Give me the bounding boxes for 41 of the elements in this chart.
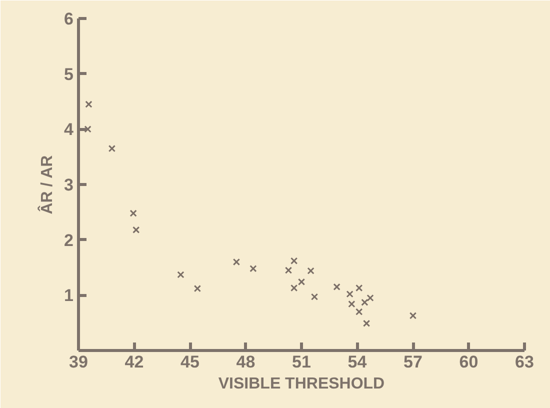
- point: [356, 284, 363, 292]
- y-tick-label: 1: [64, 286, 74, 306]
- x-tick-label: 63: [515, 352, 534, 372]
- y-axis-title: ÂR / AR: [37, 154, 56, 214]
- point: [132, 226, 140, 234]
- point: [366, 294, 374, 302]
- point: [298, 278, 306, 286]
- point: [177, 271, 184, 278]
- point: [85, 100, 92, 108]
- x-tick-label: 45: [180, 352, 200, 372]
- point: [130, 210, 137, 217]
- point: [333, 283, 340, 290]
- point: [250, 265, 257, 272]
- point: [307, 267, 314, 274]
- x-axis-title: VISIBLE THRESHOLD: [218, 376, 385, 392]
- y-tick-label: 2: [64, 230, 74, 250]
- point: [362, 320, 370, 327]
- point: [361, 298, 368, 306]
- x-tick-label: 57: [404, 352, 422, 372]
- y-tick-label: 5: [64, 64, 74, 84]
- point: [356, 308, 363, 316]
- point: [108, 144, 116, 152]
- x-tick-label: 48: [236, 352, 256, 372]
- point: [194, 284, 202, 292]
- point: [310, 293, 318, 300]
- point: [84, 126, 92, 133]
- point: [232, 258, 240, 266]
- point: [290, 257, 298, 264]
- x-tick-label: 39: [69, 352, 88, 372]
- point: [346, 290, 354, 298]
- y-tick-label: 3: [64, 176, 74, 194]
- x-tick-label: 60: [459, 352, 478, 372]
- y-tick-label: 6: [64, 10, 74, 28]
- x-tick-label: 51: [292, 352, 311, 372]
- x-tick-label: 42: [124, 352, 144, 372]
- point: [409, 312, 417, 320]
- y-tick-label: 4: [64, 120, 74, 140]
- x-tick-label: 54: [348, 352, 368, 372]
- point: [348, 300, 356, 308]
- point: [284, 266, 292, 274]
- point: [290, 284, 298, 292]
